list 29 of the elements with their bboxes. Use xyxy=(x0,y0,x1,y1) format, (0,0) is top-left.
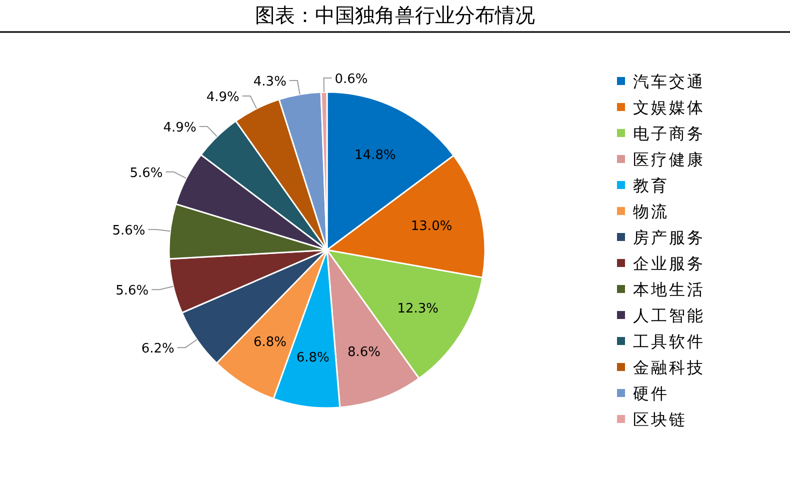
title: 图表：中国独角兽行业分布情况 xyxy=(255,3,535,27)
legend-label: 本地生活 xyxy=(633,280,705,299)
legend-label: 区块链 xyxy=(633,410,687,429)
data-label: 6.8% xyxy=(253,335,287,350)
data-label: 12.3% xyxy=(397,301,439,316)
legend-label: 工具软件 xyxy=(633,332,705,351)
legend-label: 硬件 xyxy=(633,384,669,403)
legend-label: 电子商务 xyxy=(633,124,705,143)
legend-label: 金融科技 xyxy=(633,358,705,377)
data-label: 5.6% xyxy=(112,224,146,239)
legend-label: 汽车交通 xyxy=(633,72,705,91)
legend-label: 文娱媒体 xyxy=(633,98,705,117)
legend-label: 房产服务 xyxy=(633,228,705,247)
legend-label: 教育 xyxy=(633,176,669,195)
legend-label: 医疗健康 xyxy=(633,150,705,169)
legend-label: 人工智能 xyxy=(633,306,705,325)
data-label: 4.9% xyxy=(206,90,240,106)
data-label: 4.9% xyxy=(163,120,196,136)
data-label: 14.8% xyxy=(354,148,396,163)
data-label: 6.8% xyxy=(296,350,330,366)
data-label: 6.2% xyxy=(141,342,174,357)
data-label: 4.3% xyxy=(253,74,286,90)
data-label: 5.6% xyxy=(130,166,163,181)
legend-label: 企业服务 xyxy=(633,254,705,273)
legend-label: 物流 xyxy=(633,202,669,221)
data-label: 5.6% xyxy=(116,284,149,299)
data-label: 0.6% xyxy=(334,72,368,88)
data-label: 8.6% xyxy=(348,344,381,360)
data-label: 13.0% xyxy=(410,219,452,234)
